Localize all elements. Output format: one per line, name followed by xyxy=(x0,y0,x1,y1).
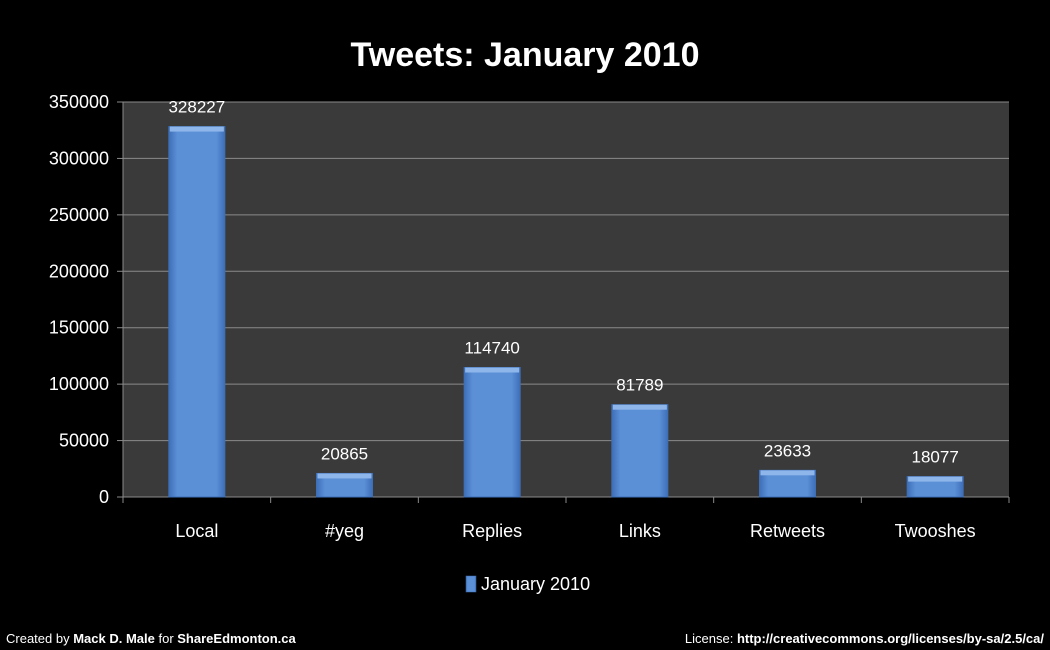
data-label: 81789 xyxy=(616,376,663,395)
y-tick-label: 250000 xyxy=(49,205,109,225)
chart-title: Tweets: January 2010 xyxy=(351,36,700,74)
y-axis-ticks: 0 50000 100000 150000 200000 250000 300000 3500… xyxy=(49,92,123,507)
bar-top-bevel xyxy=(169,126,224,132)
bar-twooshes xyxy=(906,476,964,498)
bar-top-bevel xyxy=(317,473,372,479)
bar xyxy=(611,404,669,498)
bar-yeg xyxy=(316,472,373,498)
bar-links xyxy=(611,404,669,498)
x-axis-categories: Local #yeg Replies Links Retweets Twooshes xyxy=(175,521,975,541)
bar xyxy=(168,126,226,498)
x-category-label: Twooshes xyxy=(895,521,976,541)
footer-site: ShareEdmonton.ca xyxy=(177,631,296,646)
y-tick-label: 0 xyxy=(99,487,109,507)
x-category-label: #yeg xyxy=(325,521,364,541)
footer-license-url: http://creativecommons.org/licenses/by-s… xyxy=(736,631,1044,646)
data-labels: 328227 20865 114740 81789 23633 18077 xyxy=(168,98,958,467)
bar-local xyxy=(168,126,226,498)
bar-top-bevel xyxy=(908,476,963,482)
axes xyxy=(122,102,1010,503)
y-tick-label: 50000 xyxy=(59,431,109,451)
footer-credit-mid: for xyxy=(154,631,178,646)
legend-label: January 2010 xyxy=(481,574,590,594)
footer-license: License: http://creativecommons.org/lice… xyxy=(685,631,1044,646)
footer-license-prefix: License: xyxy=(684,631,737,646)
data-label: 328227 xyxy=(168,98,225,117)
x-category-label: Retweets xyxy=(750,521,825,541)
y-tick-label: 350000 xyxy=(49,92,109,112)
footer-author: Mack D. Male xyxy=(73,631,155,646)
legend-swatch xyxy=(465,575,477,593)
x-category-label: Local xyxy=(175,521,218,541)
data-label: 18077 xyxy=(912,448,959,467)
data-label: 23633 xyxy=(764,441,811,460)
bar-top-bevel xyxy=(465,367,520,373)
plot-area xyxy=(123,102,1009,497)
x-category-label: Links xyxy=(619,521,661,541)
footer-credit-prefix: Created by xyxy=(6,631,74,646)
data-label: 20865 xyxy=(321,444,368,463)
bars xyxy=(168,126,964,498)
y-tick-label: 100000 xyxy=(49,374,109,394)
bar-top-bevel xyxy=(760,470,815,476)
gridlines xyxy=(123,101,1009,442)
legend: January 2010 xyxy=(465,574,590,594)
bar xyxy=(463,367,521,498)
x-category-label: Replies xyxy=(462,521,522,541)
bar-replies xyxy=(463,367,521,498)
footer-credit: Created by Mack D. Male for ShareEdmonto… xyxy=(6,631,296,646)
bar-retweets xyxy=(759,469,816,498)
y-tick-label: 200000 xyxy=(49,261,109,281)
bar-top-bevel xyxy=(612,404,667,410)
y-tick-label: 300000 xyxy=(49,148,109,168)
data-label: 114740 xyxy=(464,339,519,358)
y-tick-label: 150000 xyxy=(49,318,109,338)
